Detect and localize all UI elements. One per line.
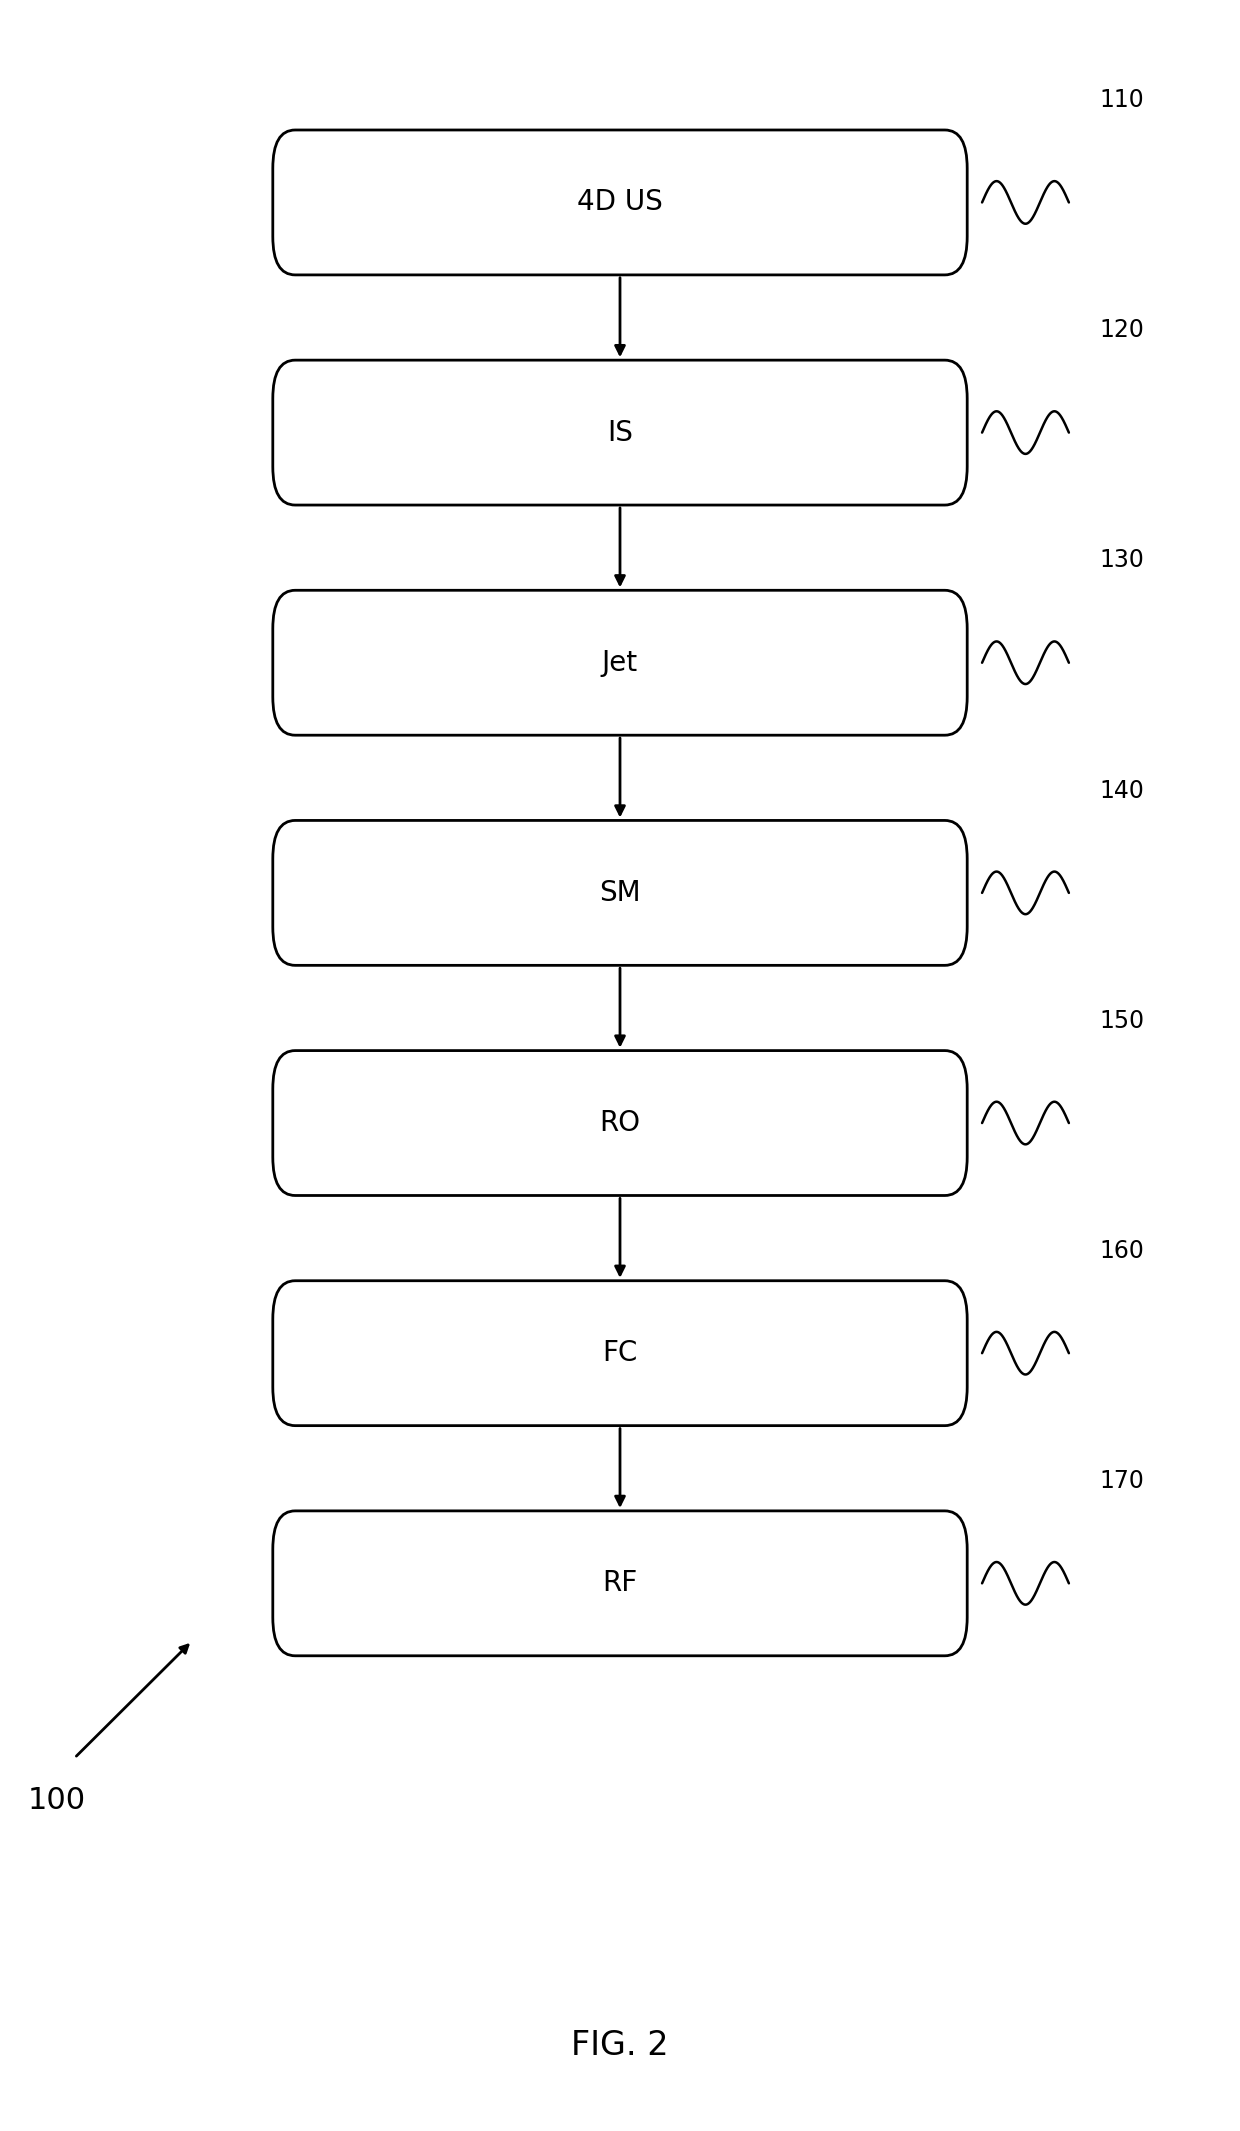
FancyBboxPatch shape (273, 1051, 967, 1195)
Text: SM: SM (599, 878, 641, 908)
Text: RF: RF (603, 1568, 637, 1598)
Text: 4D US: 4D US (577, 188, 663, 217)
Text: Jet: Jet (601, 648, 639, 678)
Text: 110: 110 (1100, 87, 1145, 113)
FancyBboxPatch shape (273, 820, 967, 965)
Text: RO: RO (599, 1108, 641, 1138)
Text: 130: 130 (1100, 548, 1145, 573)
Text: 140: 140 (1100, 778, 1145, 803)
Text: 160: 160 (1100, 1238, 1145, 1264)
Text: IS: IS (608, 418, 632, 448)
Text: 100: 100 (27, 1786, 86, 1816)
FancyBboxPatch shape (273, 360, 967, 505)
Text: FC: FC (603, 1338, 637, 1368)
Text: 170: 170 (1100, 1468, 1145, 1494)
FancyBboxPatch shape (273, 1281, 967, 1426)
Text: FIG. 2: FIG. 2 (572, 2029, 668, 2063)
Text: 120: 120 (1100, 318, 1145, 343)
Text: 150: 150 (1100, 1008, 1145, 1034)
FancyBboxPatch shape (273, 590, 967, 735)
FancyBboxPatch shape (273, 130, 967, 275)
FancyBboxPatch shape (273, 1511, 967, 1656)
